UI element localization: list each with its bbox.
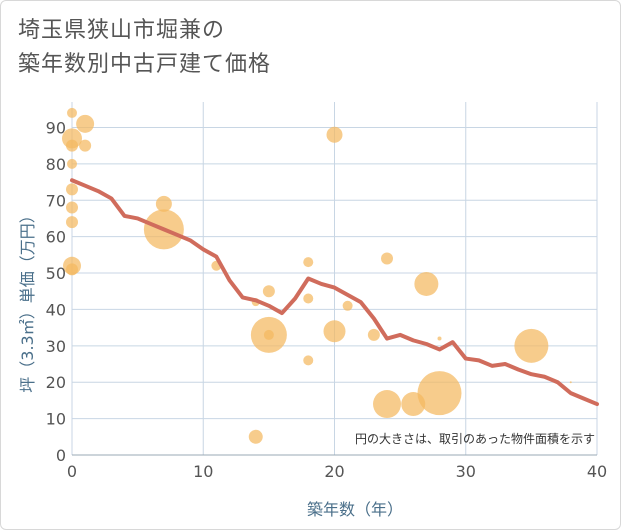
bubble-point [381,252,393,265]
chart-title: 埼玉県狭山市堀兼の 築年数別中古戸建て価格 [18,14,271,82]
bubble-point [248,429,263,444]
bubble-point [66,216,78,229]
bubble-point [76,114,95,133]
x-tick-label: 30 [456,462,476,481]
x-tick-label: 10 [193,462,213,481]
trend-series [70,178,599,407]
bubble-point [437,336,442,341]
y-tick-label: 20 [46,373,66,392]
bubble-point [342,300,353,311]
y-tick-label: 80 [46,155,66,174]
bubble-point [263,329,274,340]
bubble-point [417,371,462,416]
y-tick-label: 90 [46,118,66,137]
bubble-point [66,263,78,276]
x-axis-ticks: 0 10 20 30 40 [67,462,607,481]
bubble-point [326,126,343,143]
x-tick-label: 20 [324,462,344,481]
bubble-point [66,139,78,152]
bubble-point [67,107,77,118]
bubble-point [514,328,549,363]
chart-title-line-2: 築年数別中古戸建て価格 [18,52,272,77]
trend-line [70,178,599,407]
x-tick-label: 0 [67,462,77,481]
bubble-size-note: 円の大きさは、取引のあった物件面積を示す [355,431,595,446]
y-tick-label: 50 [46,264,66,283]
y-tick-label: 40 [46,300,66,319]
bubble-point [66,201,78,214]
bubble-point [303,293,314,304]
bubble-point [569,381,572,384]
bubble-point [303,257,314,268]
bubble-point [79,139,92,152]
y-tick-label: 70 [46,191,66,210]
y-axis-title: 坪（3.3㎡）単価（万円） [18,207,37,392]
bubble-point [155,195,172,212]
bubble-point [323,320,346,343]
bubble-point [303,355,314,366]
bubble-point [414,271,439,296]
x-tick-label: 40 [587,462,607,481]
bubble-point [66,183,78,196]
bubble-point [67,158,77,169]
bubble-point [367,328,380,341]
bubble-point [262,285,275,298]
y-tick-label: 10 [46,410,66,429]
y-tick-label: 0 [56,446,66,465]
bubble-point [373,390,401,419]
x-axis-title: 築年数（年） [307,500,403,519]
y-tick-label: 60 [46,228,66,247]
y-axis-ticks: 0 10 20 30 40 50 60 70 80 90 [46,118,66,465]
chart-title-line-1: 埼玉県狭山市堀兼の [18,18,226,43]
y-tick-label: 30 [46,337,66,356]
